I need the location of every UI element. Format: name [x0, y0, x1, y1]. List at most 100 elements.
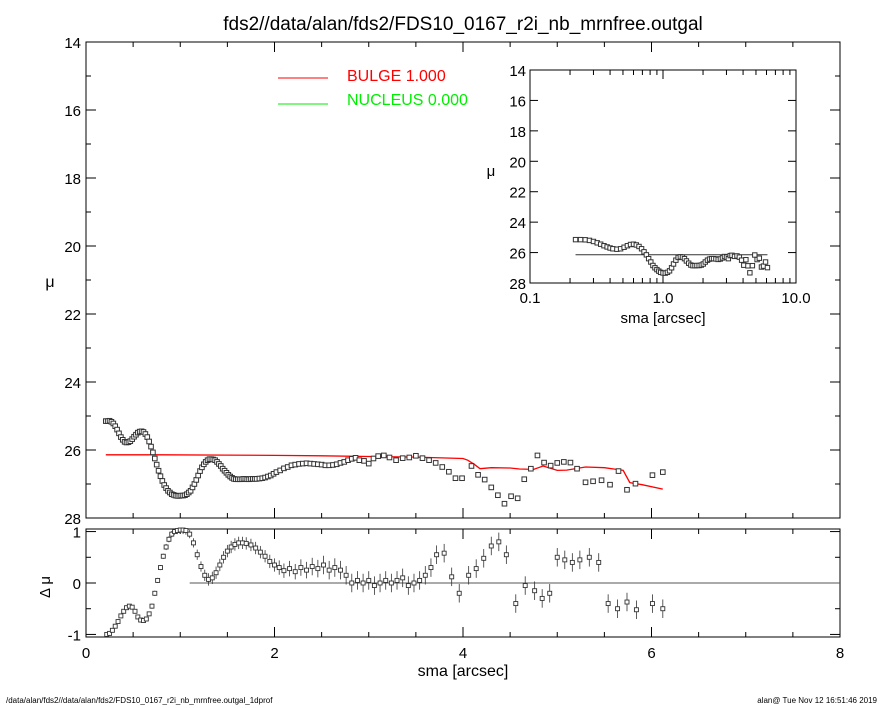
residual-x-tick-label: 8: [836, 645, 844, 662]
main-data-point: [607, 481, 613, 488]
main-y-tick-label: 26: [64, 443, 81, 460]
residual-x-tick-label: 0: [82, 645, 90, 662]
main-data-point: [381, 452, 387, 459]
main-data-point: [561, 459, 567, 465]
main-axis-ticks: 14 16 18 20 22 24 26 28: [64, 35, 841, 528]
residual-data-point: [422, 572, 428, 578]
main-data-point: [195, 472, 201, 479]
residual-data-point: [118, 613, 124, 619]
inset-data-point: [752, 252, 758, 258]
main-y-tick-label: 24: [64, 375, 81, 392]
residual-data-point: [143, 616, 149, 622]
main-data-points: [102, 417, 666, 507]
residual-data-point: [267, 558, 273, 564]
main-data-point: [598, 477, 605, 484]
residual-data-point: [109, 627, 115, 633]
main-data-point: [393, 457, 399, 463]
main-data-point: [528, 465, 534, 472]
residual-data-point: [605, 601, 611, 607]
residual-data-point: [135, 614, 141, 620]
bulge-model-line: [105, 454, 663, 490]
main-data-point: [413, 452, 419, 459]
residual-data-point: [112, 623, 118, 629]
main-data-point: [148, 443, 154, 450]
residual-data-point: [217, 562, 223, 568]
main-data-point: [534, 452, 541, 459]
bulge-line-path: [105, 454, 663, 490]
residual-data-point: [292, 569, 298, 575]
inset-data-point: [577, 236, 584, 243]
main-y-tick-label: 16: [64, 103, 81, 120]
inset-data-point: [762, 259, 769, 265]
main-data-point: [475, 472, 481, 478]
residual-data-point: [121, 608, 127, 614]
main-y-tick-label: 14: [64, 35, 81, 52]
residual-data-point: [532, 588, 538, 594]
residual-data-point: [163, 544, 169, 550]
legend: BULGE 1.000 NUCLEUS 0.000: [278, 68, 468, 109]
inset-x-tick-label: 1.0: [653, 290, 674, 307]
main-data-point: [356, 457, 363, 463]
residual-data-point: [198, 564, 204, 569]
residual-data-point: [158, 565, 163, 571]
main-data-point: [547, 462, 554, 469]
main-y-tick-label: 28: [64, 511, 81, 528]
residual-data-point: [349, 580, 355, 586]
residual-data-point: [309, 564, 315, 569]
residual-y-axis-label: Δ μ: [37, 576, 54, 598]
inset-x-tick-label: 0.1: [520, 290, 541, 307]
main-data-point: [514, 495, 521, 502]
main-data-point: [426, 457, 432, 463]
inset-y-tick-label: 16: [509, 93, 526, 110]
main-data-point: [521, 476, 528, 483]
main-data-point: [615, 468, 622, 474]
residual-data-point: [224, 548, 230, 554]
residual-data-point: [577, 557, 583, 563]
residual-data-point: [383, 577, 389, 583]
residual-data-point: [354, 577, 360, 583]
inset-panel: 14 16 18 20 22 24 26 280.1 1.0 10.0 μ sma [arcsec…: [487, 63, 811, 327]
main-data-point: [508, 493, 514, 500]
inset-x-tick-label: 10.0: [781, 290, 810, 307]
inset-data-point: [749, 262, 756, 269]
residual-data-point: [298, 565, 304, 571]
main-panel: 14 16 18 20 22 24 26 28 μ BULGE 1.000 NUCLEUS 0…: [45, 35, 841, 528]
residual-y-tick-label: 1: [73, 525, 81, 542]
inset-data-point: [764, 264, 771, 271]
residual-data-point: [213, 570, 219, 576]
residual-data-point: [562, 557, 568, 563]
residual-data-point: [522, 583, 528, 589]
main-data-point: [582, 479, 589, 486]
residual-data-point: [194, 552, 200, 558]
residual-data-point: [503, 552, 509, 558]
residual-axis-ticks: 10-10 2 4 6 8: [68, 525, 845, 662]
residual-data-point: [169, 531, 175, 537]
legend-bulge-label: BULGE 1.000: [347, 68, 446, 85]
residual-data-point: [417, 577, 423, 583]
residual-data-point: [315, 566, 321, 572]
main-data-point: [624, 486, 630, 493]
residual-data-point: [272, 562, 277, 568]
footer-user-timestamp: alan@ Tue Nov 12 16:51:46 2019: [757, 696, 877, 705]
main-data-point: [567, 459, 574, 466]
residual-data-point: [586, 554, 592, 560]
residual-data-point: [428, 565, 434, 571]
residual-data-point: [496, 539, 502, 545]
inset-data-point: [582, 237, 588, 243]
inset-data-point: [743, 257, 749, 263]
main-data-point: [399, 455, 406, 461]
main-data-point: [574, 465, 580, 472]
residual-data-point: [360, 580, 366, 586]
main-data-point: [649, 472, 656, 478]
inset-data-point: [572, 236, 579, 243]
residual-data-point: [190, 540, 196, 546]
residual-data-point: [388, 580, 394, 586]
main-data-point: [361, 458, 367, 464]
inset-data-point: [756, 255, 763, 261]
residual-data-point: [394, 577, 400, 583]
residual-data-point: [400, 575, 406, 581]
main-data-point: [375, 453, 381, 459]
residual-data-point: [513, 601, 519, 607]
residual-data-point: [160, 553, 166, 559]
residual-data-point: [276, 565, 282, 571]
